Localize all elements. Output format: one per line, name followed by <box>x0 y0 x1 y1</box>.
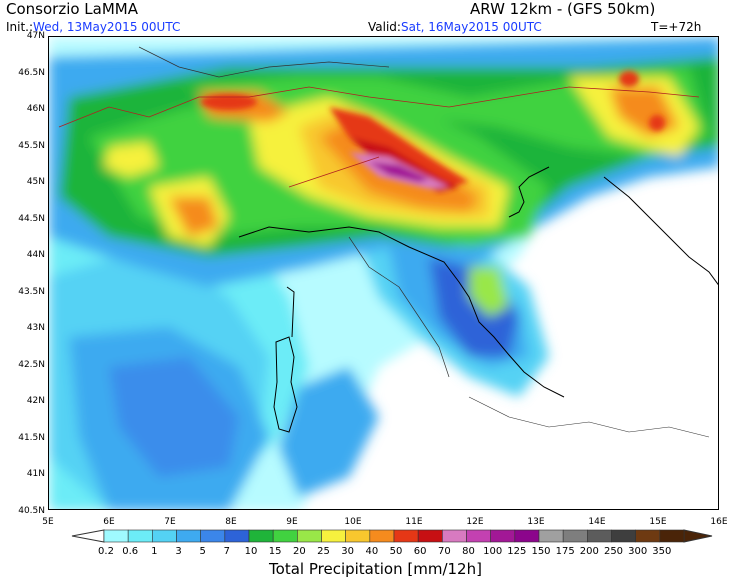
valid-time: Valid:Sat, 16May2015 00UTC <box>368 21 542 33</box>
lon-label: 5E <box>42 517 54 527</box>
colorbar-swatch <box>417 529 443 543</box>
colorbar-max-arrow <box>683 529 713 543</box>
colorbar-label: 7 <box>223 546 231 557</box>
lat-label: 46.5N <box>18 67 45 78</box>
colorbar-title: Total Precipitation [mm/12h] <box>269 560 482 578</box>
heavy-precip-cores <box>201 71 665 192</box>
colorbar-swatch <box>369 529 395 543</box>
colorbar-swatch <box>127 529 153 543</box>
colorbar-label: 3 <box>175 546 182 557</box>
colorbar-swatch <box>152 529 177 543</box>
colorbar-min-arrow <box>71 529 105 543</box>
lat-label: 43N <box>26 323 45 333</box>
colorbar-label: 25 <box>317 546 330 557</box>
map-svg <box>49 37 718 509</box>
lat-label: 46N <box>26 104 45 114</box>
lat-label: 44N <box>26 250 45 260</box>
colorbar-label: 40 <box>365 546 379 557</box>
colorbar-swatch <box>442 529 467 543</box>
colorbar-swatch <box>466 529 491 543</box>
lat-label: 44.5N <box>18 213 45 224</box>
lon-label: 16E <box>710 517 728 527</box>
colorbar-label: 60 <box>413 546 427 557</box>
colorbar-swatch <box>611 529 636 543</box>
colorbar-swatch <box>538 529 564 543</box>
lat-label: 45N <box>26 177 45 187</box>
colorbar-label: 150 <box>531 546 551 557</box>
lat-label: 42N <box>26 396 45 406</box>
colorbar-label: 80 <box>462 546 475 557</box>
valid-label: Valid: <box>368 20 401 34</box>
colorbar-label: 0.2 <box>98 546 114 557</box>
lat-label: 41.5N <box>18 432 45 443</box>
lat-label: 47N <box>26 31 45 41</box>
colorbar-swatch <box>635 529 661 543</box>
lon-label: 9E <box>286 517 298 527</box>
init-time: Init.:Wed, 13May2015 00UTC <box>6 21 180 33</box>
lat-label: 42.5N <box>18 359 45 370</box>
lat-label: 41N <box>26 469 45 479</box>
colorbar-swatch <box>562 529 588 543</box>
lon-label: 6E <box>103 517 115 527</box>
lon-label: 7E <box>164 517 176 527</box>
colorbar-label: 10 <box>244 546 258 557</box>
colorbar-swatch <box>514 529 540 543</box>
colorbar-swatch <box>176 529 201 543</box>
colorbar-swatch <box>659 529 685 543</box>
colorbar-swatch <box>393 529 419 543</box>
lat-label: 43.5N <box>18 286 45 297</box>
init-value: Wed, 13May2015 00UTC <box>33 20 181 34</box>
colorbar-swatch <box>272 529 298 543</box>
precip-field <box>49 37 718 509</box>
lon-label: 10E <box>344 517 362 527</box>
colorbar-label: 125 <box>507 546 527 557</box>
valid-value: Sat, 16May2015 00UTC <box>400 20 542 34</box>
colorbar-swatch <box>200 529 226 543</box>
colorbar-swatch <box>248 529 274 543</box>
model-title: ARW 12km - (GFS 50km) <box>470 0 656 18</box>
colorbar-label: 50 <box>389 546 403 557</box>
colorbar-swatch <box>490 529 516 543</box>
lon-label: 13E <box>527 517 545 527</box>
lat-label: 40.5N <box>18 505 45 516</box>
colorbar-swatch <box>297 529 322 543</box>
lon-label: 8E <box>225 517 237 527</box>
forecast-step: T=+72h <box>651 20 702 34</box>
colorbar-label: 30 <box>341 546 355 557</box>
colorbar-label: 1 <box>151 546 158 557</box>
lon-label: 12E <box>466 517 484 527</box>
colorbar-label: 300 <box>628 546 648 557</box>
colorbar-label: 350 <box>652 546 672 557</box>
colorbar-label: 0.6 <box>122 546 139 557</box>
colorbar-swatch <box>321 529 346 543</box>
colorbar-label: 20 <box>292 546 306 557</box>
colorbar-swatch <box>103 529 129 543</box>
colorbar-label: 5 <box>199 546 206 557</box>
lon-label: 11E <box>405 517 423 527</box>
colorbar-label: 200 <box>579 546 599 557</box>
colorbar-label: 15 <box>268 546 282 557</box>
colorbar-label: 70 <box>437 546 451 557</box>
colorbar-label: 250 <box>603 546 624 557</box>
org-title: Consorzio LaMMA <box>6 0 138 18</box>
precipitation-map <box>48 36 719 510</box>
lat-label: 45.5N <box>18 140 45 151</box>
coastlines <box>58 46 718 438</box>
colorbar-swatch <box>224 529 250 543</box>
colorbar-label: 100 <box>483 546 503 557</box>
lon-label: 15E <box>649 517 667 527</box>
init-label: Init.: <box>6 20 34 34</box>
colorbar-swatch <box>587 529 612 543</box>
lon-label: 14E <box>588 517 606 527</box>
colorbar <box>71 529 713 543</box>
colorbar-swatch <box>345 529 371 543</box>
colorbar-label: 175 <box>555 546 575 557</box>
